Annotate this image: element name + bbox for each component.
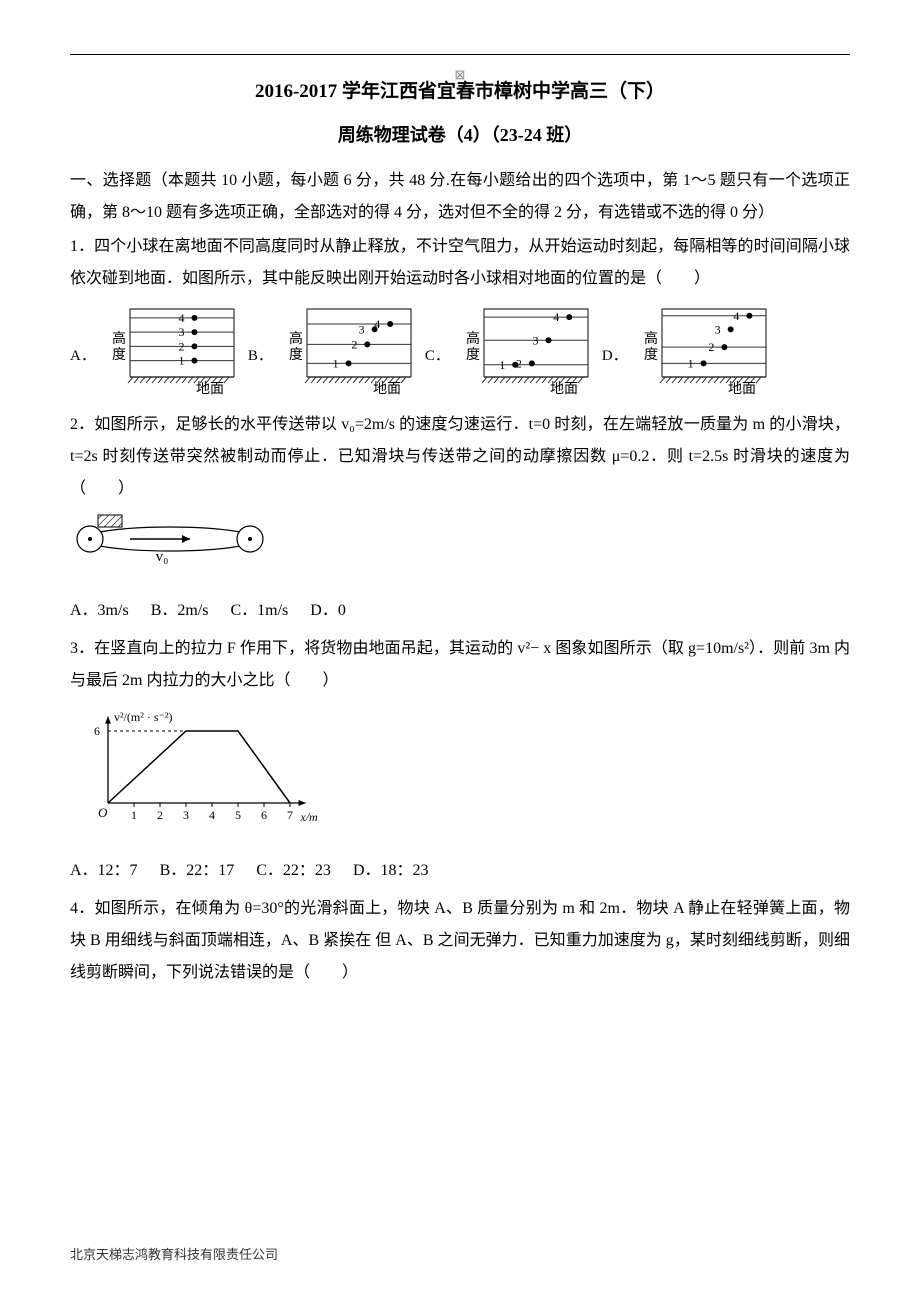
svg-text:2: 2 (351, 337, 357, 351)
svg-text:O: O (98, 805, 108, 820)
svg-text:4: 4 (178, 311, 184, 325)
svg-text:地面: 地面 (728, 381, 756, 395)
svg-text:2: 2 (708, 340, 714, 354)
svg-text:6: 6 (94, 724, 100, 738)
q1-panel-b: 1234 高度地面 (279, 303, 419, 395)
svg-text:4: 4 (553, 310, 559, 324)
svg-text:度: 度 (644, 347, 658, 363)
svg-text:4: 4 (209, 808, 215, 822)
q1-option-b-label: B． (248, 341, 273, 395)
watermark-symbol: ⊠ (0, 62, 920, 88)
question-3-figure: 1 2 3 4 5 6 7 6 v²/(m² · s⁻²) x/m O (70, 703, 850, 845)
question-3-options: A．12：7 B．22：17 C．22：23 D．18：23 (70, 855, 850, 887)
section-instructions: 一、选择题（本题共 10 小题，每小题 6 分，共 48 分.在每小题给出的四个… (70, 165, 850, 229)
question-4-text: 4．如图所示，在倾角为 θ=30°的光滑斜面上，物块 A、B 质量分别为 m 和… (70, 893, 850, 989)
svg-text:1: 1 (687, 356, 693, 370)
belt-figure-svg: v₀ (70, 511, 270, 573)
q1-panel-c: 123 4 高度地面 (456, 303, 596, 395)
q1-option-a-label: A． (70, 341, 96, 395)
q3-option-b: B．22：17 (160, 862, 235, 879)
q1-panel-a: 1234 高度地面 (102, 303, 242, 395)
q1-option-d-label: D． (602, 341, 628, 395)
question-2-options: A．3m/s B．2m/s C．1m/s D．0 (70, 595, 850, 627)
q1-panel-d: 1 234 高度地面 (634, 303, 774, 395)
svg-text:高: 高 (644, 330, 658, 347)
page-footer: 北京天梯志鸿教育科技有限责任公司 (70, 1242, 278, 1268)
svg-text:v²/(m² · s⁻²): v²/(m² · s⁻²) (114, 710, 172, 724)
q2-option-a: A．3m/s (70, 602, 129, 619)
q3-option-a: A．12：7 (70, 862, 138, 879)
question-1-text: 1．四个小球在离地面不同高度同时从静止释放，不计空气阻力，从开始运动时刻起，每隔… (70, 231, 850, 295)
svg-text:4: 4 (374, 317, 380, 331)
question-1-options-row: A． 1234高度地面 B． 1234高度地面 C． 1234高度地面 D． 1… (70, 303, 850, 395)
q2-option-b: B．2m/s (151, 602, 209, 619)
svg-text:地面: 地面 (373, 381, 401, 395)
svg-text:2: 2 (157, 808, 163, 822)
svg-text:度: 度 (289, 347, 303, 363)
document-title-line2: 周练物理试卷（4）（23-24 班） (70, 117, 850, 153)
svg-text:2: 2 (516, 356, 522, 370)
question-2-figure: v₀ (70, 511, 850, 585)
svg-text:5: 5 (235, 808, 241, 822)
svg-text:6: 6 (261, 808, 267, 822)
svg-text:x/m: x/m (299, 810, 318, 824)
svg-text:1: 1 (499, 358, 505, 372)
svg-text:高: 高 (466, 330, 480, 347)
svg-text:2: 2 (178, 339, 184, 353)
svg-text:4: 4 (733, 309, 739, 323)
belt-v0-label: v₀ (156, 549, 169, 565)
q3-option-c: C．22：23 (256, 862, 331, 879)
question-2-text: 2．如图所示，足够长的水平传送带以 v₀=2m/s 的速度匀速运行．t=0 时刻… (70, 409, 850, 505)
svg-text:1: 1 (332, 356, 338, 370)
svg-text:3: 3 (532, 333, 538, 347)
svg-text:度: 度 (466, 347, 480, 363)
svg-text:地面: 地面 (196, 381, 224, 395)
svg-text:3: 3 (183, 808, 189, 822)
svg-text:地面: 地面 (550, 381, 578, 395)
svg-text:度: 度 (112, 347, 126, 363)
v2x-graph-svg: 1 2 3 4 5 6 7 6 v²/(m² · s⁻²) x/m O (70, 703, 320, 833)
svg-text:1: 1 (178, 354, 184, 368)
top-divider (70, 54, 850, 55)
q3-option-d: D．18：23 (353, 862, 429, 879)
q2-option-d: D．0 (310, 602, 346, 619)
svg-text:3: 3 (714, 322, 720, 336)
q2-option-c: C．1m/s (230, 602, 288, 619)
svg-text:7: 7 (287, 808, 293, 822)
question-3-text: 3．在竖直向上的拉力 F 作用下，将货物由地面吊起，其运动的 v²− x 图象如… (70, 633, 850, 697)
svg-text:1: 1 (131, 808, 137, 822)
q1-option-c-label: C． (425, 341, 450, 395)
svg-text:高: 高 (112, 330, 126, 347)
svg-text:3: 3 (358, 322, 364, 336)
svg-text:3: 3 (178, 325, 184, 339)
svg-text:高: 高 (289, 330, 303, 347)
